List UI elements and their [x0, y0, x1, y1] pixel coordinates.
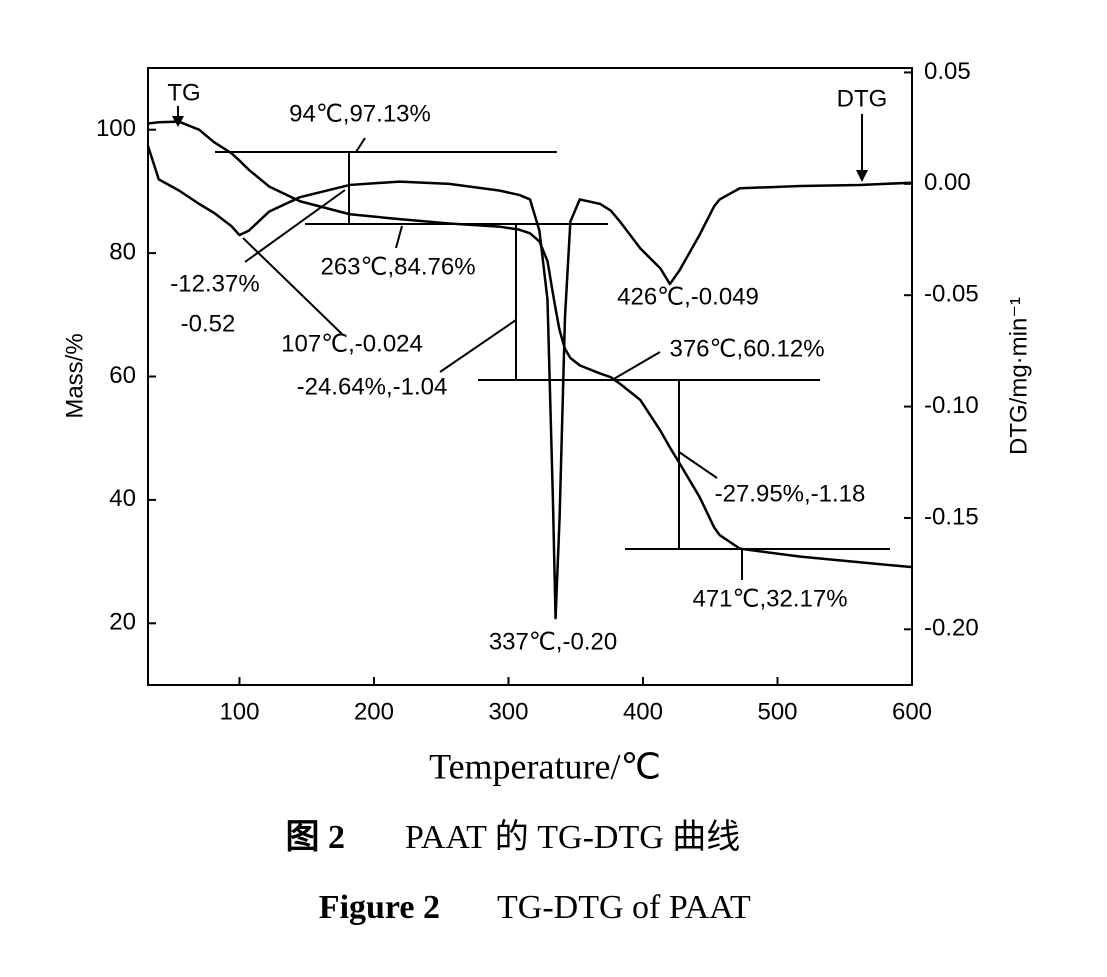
caption-text: PAAT 的 TG-DTG 曲线 [405, 818, 740, 856]
x-tick-label: 400 [623, 698, 663, 725]
series-label: DTG [837, 85, 888, 112]
y-tick-label: 20 [109, 609, 136, 636]
x-axis-label: Temperature/℃ [429, 746, 661, 786]
annotation: 94℃,97.13% [289, 100, 431, 127]
leader-line [678, 451, 718, 479]
x-tick-label: 100 [219, 698, 259, 725]
annotation: -12.37% [170, 270, 259, 297]
caption-label: Figure 2 [319, 889, 440, 926]
y2-axis-label: DTG/mg·min⁻¹ [1005, 297, 1032, 455]
annotation: 263℃,84.76% [320, 253, 475, 280]
annotation: -0.52 [181, 310, 236, 337]
leader-line [355, 137, 366, 153]
x-tick-label: 200 [354, 698, 394, 725]
leader-line [244, 189, 346, 263]
annotation: 107℃,-0.024 [281, 330, 423, 357]
y2-tick-label: -0.20 [924, 615, 979, 642]
x-tick-label: 500 [757, 698, 797, 725]
annotation: 426℃,-0.049 [617, 283, 759, 310]
y2-tick-label: 0.05 [924, 58, 971, 85]
caption-label: 图 2 [286, 819, 346, 856]
y-tick-label: 40 [109, 485, 136, 512]
caption-text: TG-DTG of PAAT [497, 889, 751, 926]
leader-line [439, 319, 517, 373]
y-tick-label: 60 [109, 362, 136, 389]
y2-tick-label: 0.00 [924, 169, 971, 196]
series-label: TG [167, 79, 200, 106]
y2-tick-label: -0.10 [924, 392, 979, 419]
series-line [146, 145, 913, 620]
y2-tick-label: -0.05 [924, 281, 979, 308]
annotation: -27.95%,-1.18 [715, 480, 866, 507]
leader-line [611, 351, 661, 381]
x-tick-label: 600 [892, 698, 932, 725]
series-line [147, 120, 913, 569]
annotation-lines [172, 106, 890, 580]
annotation: -24.64%,-1.04 [297, 373, 448, 400]
annotation: 471℃,32.17% [692, 585, 847, 612]
leader-line [395, 225, 403, 249]
annotation: 376℃,60.12% [669, 335, 824, 362]
y-tick-label: 80 [109, 238, 136, 265]
arrow-head [856, 170, 868, 182]
leader-line [242, 237, 344, 336]
y-tick-label: 100 [96, 115, 136, 142]
y-axis-label: Mass/% [61, 333, 88, 418]
y2-tick-label: -0.15 [924, 503, 979, 530]
annotation: 337℃,-0.20 [489, 628, 617, 655]
x-tick-label: 300 [488, 698, 528, 725]
